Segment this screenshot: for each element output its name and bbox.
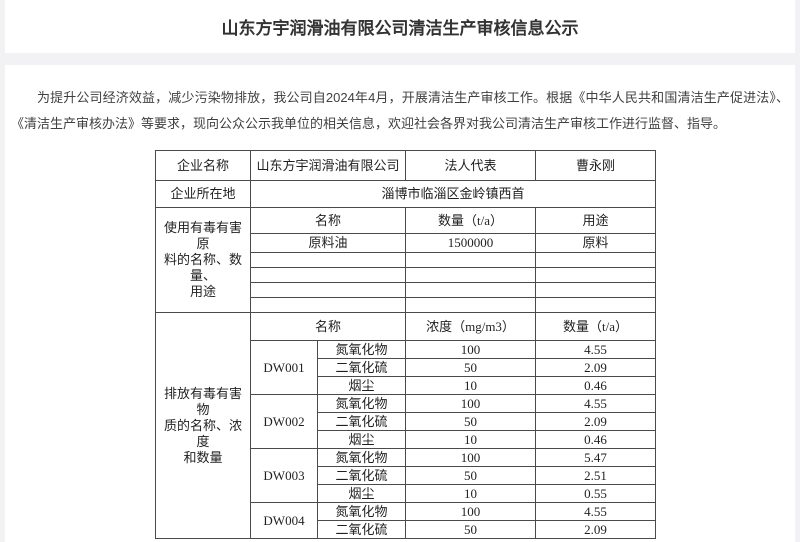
pollutant-name: 氮氧化物 — [316, 394, 407, 413]
emission-row: 二氧化硫 50 2.09 — [156, 358, 657, 377]
pollutant-name: 氮氧化物 — [316, 448, 407, 467]
disclosure-table: 企业名称 山东方宇润滑油有限公司 法人代表 曹永刚 企业所在地 淄博市临淄区金岭… — [155, 150, 657, 539]
raw-material-use: 原料 — [535, 233, 657, 253]
pollutant-name: 氮氧化物 — [316, 340, 407, 359]
pollutant-concentration: 50 — [405, 466, 537, 485]
location-row: 企业所在地 淄博市临淄区金岭镇西首 — [155, 180, 657, 208]
outlet-code: DW001 — [250, 340, 318, 395]
intro-paragraph: 为提升公司经济效益，减少污染物排放，我公司自2024年4月，开展清洁生产审核工作… — [11, 90, 789, 131]
emissions-header-row: 排放有毒有害物 质的名称、浓度 和数量 名称 浓度（mg/m3） 数量（t/a） — [155, 312, 657, 539]
raw-col-amount-header: 数量（t/a） — [405, 207, 537, 234]
pollutant-concentration: 10 — [405, 430, 537, 449]
pollutant-concentration: 50 — [405, 520, 537, 539]
pollutant-amount: 2.09 — [535, 520, 657, 539]
raw-material-name — [249, 252, 407, 268]
pollutant-name: 烟尘 — [316, 430, 407, 449]
pollutant-concentration: 100 — [405, 394, 537, 413]
company-row: 企业名称 山东方宇润滑油有限公司 法人代表 曹永刚 — [155, 150, 657, 181]
raw-material-use — [535, 252, 657, 268]
pollutant-name: 二氧化硫 — [316, 358, 407, 377]
outlet-code: DW004 — [250, 502, 318, 539]
legal-rep-value: 曹永刚 — [535, 150, 657, 181]
pollutant-amount: 2.09 — [535, 412, 657, 431]
legal-rep-label: 法人代表 — [405, 150, 537, 181]
pollutant-amount: 4.55 — [535, 340, 657, 359]
emissions-section-label: 排放有毒有害物 质的名称、浓度 和数量 — [155, 312, 251, 539]
location-label: 企业所在地 — [155, 180, 251, 208]
pollutant-amount: 2.51 — [535, 466, 657, 485]
location-value: 淄博市临淄区金岭镇西首 — [249, 180, 657, 208]
emission-col-concentration-header: 浓度（mg/m3） — [405, 312, 537, 341]
raw-material-name — [249, 297, 407, 313]
raw-materials-header-row: 使用有毒有害原 料的名称、数量、 用途 名称 数量（t/a） 用途 — [155, 207, 657, 313]
raw-material-amount — [405, 297, 537, 313]
pollutant-amount: 0.46 — [535, 376, 657, 395]
pollutant-name: 烟尘 — [316, 484, 407, 503]
pollutant-name: 烟尘 — [316, 376, 407, 395]
pollutant-concentration: 100 — [405, 448, 537, 467]
pollutant-concentration: 100 — [405, 502, 537, 521]
pollutant-concentration: 10 — [405, 376, 537, 395]
outlet-code: DW002 — [250, 394, 318, 449]
raw-material-name — [249, 267, 407, 283]
pollutant-amount: 0.46 — [535, 430, 657, 449]
emission-row: 二氧化硫 50 2.51 — [156, 466, 657, 485]
pollutant-concentration: 50 — [405, 412, 537, 431]
raw-material-amount — [405, 252, 537, 268]
raw-material-use — [535, 282, 657, 298]
emission-col-name-header: 名称 — [249, 312, 407, 341]
content-card: 为提升公司经济效益，减少污染物排放，我公司自2024年4月，开展清洁生产审核工作… — [5, 65, 795, 542]
outlet-code: DW003 — [250, 448, 318, 503]
emission-row: DW004 氮氧化物 100 4.55 — [156, 502, 657, 539]
pollutant-name: 二氧化硫 — [316, 466, 407, 485]
emission-row: 烟尘 10 0.46 — [156, 376, 657, 395]
raw-col-name-header: 名称 — [249, 207, 407, 234]
raw-material-name — [249, 282, 407, 298]
pollutant-amount: 0.55 — [535, 484, 657, 503]
pollutant-concentration: 10 — [405, 484, 537, 503]
raw-material-use — [535, 297, 657, 313]
raw-material-use — [535, 267, 657, 283]
raw-material-amount — [405, 267, 537, 283]
raw-material-amount: 1500000 — [405, 233, 537, 253]
pollutant-amount: 4.55 — [535, 394, 657, 413]
raw-material-name: 原料油 — [249, 233, 407, 253]
emission-col-amount-header: 数量（t/a） — [535, 312, 657, 341]
pollutant-name: 二氧化硫 — [316, 412, 407, 431]
raw-material-row — [156, 267, 657, 283]
pollutant-amount: 2.09 — [535, 358, 657, 377]
raw-materials-section-label: 使用有毒有害原 料的名称、数量、 用途 — [155, 207, 251, 313]
company-name-label: 企业名称 — [155, 150, 251, 181]
pollutant-concentration: 100 — [405, 340, 537, 359]
pollutant-name: 氮氧化物 — [316, 502, 407, 521]
company-name-value: 山东方宇润滑油有限公司 — [249, 150, 407, 181]
pollutant-amount: 5.47 — [535, 448, 657, 467]
pollutant-name: 二氧化硫 — [316, 520, 407, 539]
page-header: 山东方宇润滑油有限公司清洁生产审核信息公示 — [5, 0, 795, 53]
page-title: 山东方宇润滑油有限公司清洁生产审核信息公示 — [221, 19, 579, 38]
emission-row: 二氧化硫 50 2.09 — [156, 520, 657, 539]
pollutant-amount: 4.55 — [535, 502, 657, 521]
raw-material-amount — [405, 282, 537, 298]
pollutant-concentration: 50 — [405, 358, 537, 377]
raw-material-row — [156, 252, 657, 268]
raw-col-use-header: 用途 — [535, 207, 657, 234]
emission-row: DW003 氮氧化物 100 5.47 — [156, 448, 657, 503]
